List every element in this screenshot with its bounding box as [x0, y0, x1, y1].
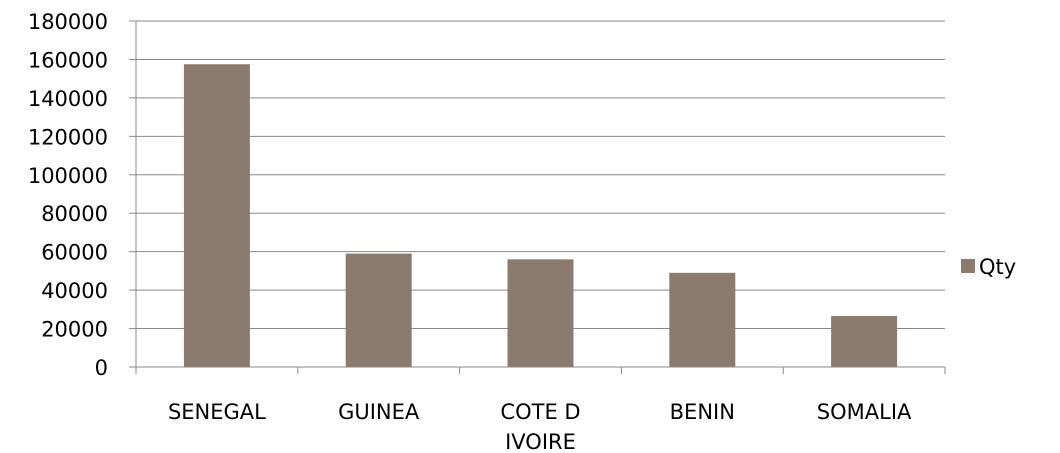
legend-swatch-qty: [961, 259, 975, 273]
x-tick-label: SOMALIA: [817, 400, 912, 424]
y-tick-label: 180000: [28, 10, 108, 34]
y-tick-label: 80000: [41, 202, 108, 226]
y-tick-label: 40000: [41, 279, 108, 303]
legend-label-qty: Qty: [979, 255, 1016, 279]
gridlines: [136, 20, 945, 330]
y-tick-label: 0: [95, 356, 108, 380]
y-tick-label: 160000: [28, 48, 108, 72]
bar-guinea: [345, 253, 412, 367]
x-tick-label: BENIN: [670, 400, 735, 424]
x-tick-label: GUINEA: [338, 400, 420, 424]
legend: Qty: [961, 255, 1016, 279]
y-tick-label: 140000: [28, 87, 108, 111]
y-tick-label: 100000: [28, 164, 108, 188]
bar-cote-d-ivoire: [507, 259, 574, 367]
bar-senegal: [183, 64, 250, 367]
y-tick-label: 60000: [41, 241, 108, 265]
x-axis-ticks: SENEGAL GUINEA COTE D IVOIRE BENIN SOMALIA: [135, 367, 946, 453]
y-axis-ticks: 0 20000 40000 60000 80000 100000 120000 140000 1…: [28, 10, 136, 380]
bar-somalia: [831, 316, 898, 367]
y-tick-label: 20000: [41, 318, 108, 342]
bar-benin: [669, 272, 736, 367]
x-tick-label: COTE D IVOIRE: [500, 400, 580, 453]
axes: [135, 21, 945, 368]
bars: [183, 64, 898, 367]
x-tick-label: SENEGAL: [168, 400, 266, 424]
y-tick-label: 120000: [28, 125, 108, 149]
